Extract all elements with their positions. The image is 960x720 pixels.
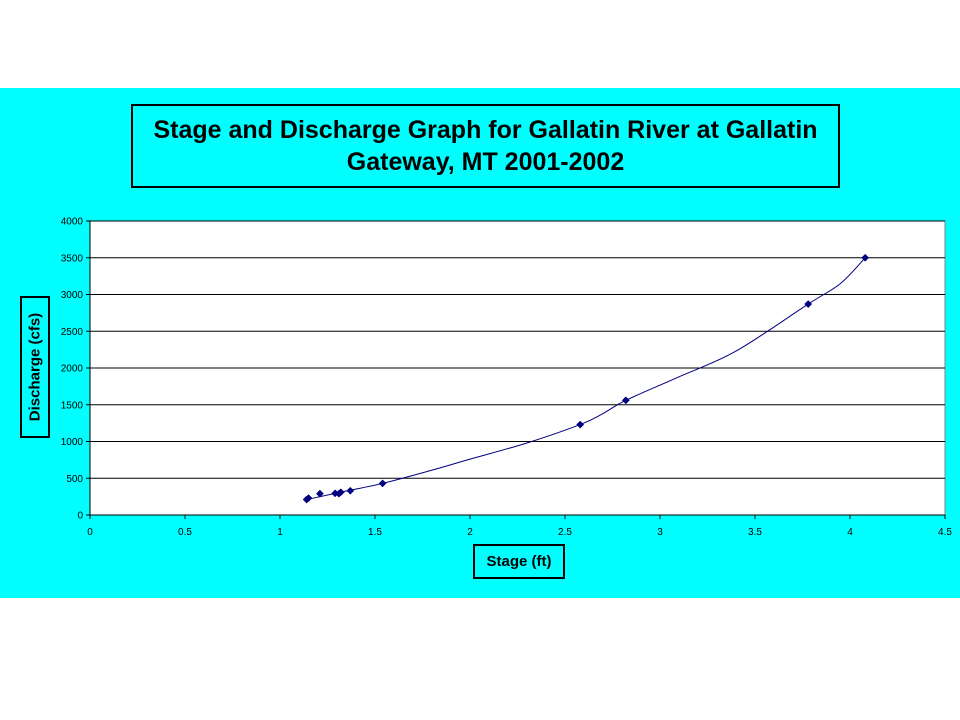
y-tick-label: 2500 — [61, 327, 84, 338]
x-tick-label: 1 — [277, 527, 283, 538]
x-tick-label: 2 — [467, 527, 473, 538]
data-point — [621, 396, 630, 405]
trendline — [306, 257, 866, 501]
trendline-layer — [306, 257, 866, 501]
x-tick-label: 3 — [657, 527, 663, 538]
x-tick-label: 3.5 — [748, 527, 762, 538]
data-point — [576, 420, 585, 429]
data-point — [378, 479, 387, 488]
x-tick-label: 0.5 — [178, 527, 192, 538]
y-tick-label: 1000 — [61, 437, 84, 448]
y-tick-label: 2000 — [61, 364, 84, 375]
data-point — [861, 253, 870, 262]
data-point — [804, 300, 813, 309]
data-point — [315, 489, 324, 498]
chart-title: Stage and Discharge Graph for Gallatin R… — [131, 104, 840, 188]
data-point — [304, 494, 313, 503]
y-tick-label: 4000 — [61, 217, 84, 228]
y-tick-label: 500 — [66, 474, 83, 485]
data-points — [302, 253, 870, 504]
x-tick-label: 4.5 — [938, 527, 952, 538]
chart-title-text: Stage and Discharge Graph for Gallatin R… — [153, 116, 818, 176]
x-tick-label: 2.5 — [558, 527, 572, 538]
axes: 0 500 1000 1500 2000 2500 3000 3500 4000 0 0.5 1 1.5… — [61, 217, 953, 539]
y-tick-label: 1500 — [61, 400, 84, 411]
gridlines — [90, 220, 945, 479]
y-tick-label: 0 — [77, 511, 83, 522]
x-tick-label: 0 — [87, 527, 93, 538]
y-tick-label: 3000 — [61, 290, 84, 301]
y-tick-label: 3500 — [61, 253, 84, 264]
data-point — [346, 486, 355, 495]
y-axis-label-box: Discharge (cfs) — [20, 296, 50, 438]
x-axis-label: Stage (ft) — [486, 553, 552, 570]
y-axis-label: Discharge (cfs) — [26, 312, 44, 422]
data-point — [336, 488, 345, 497]
x-tick-label: 4 — [847, 527, 853, 538]
x-tick-label: 1.5 — [368, 527, 382, 538]
x-axis-label-box: Stage (ft) — [473, 544, 565, 579]
